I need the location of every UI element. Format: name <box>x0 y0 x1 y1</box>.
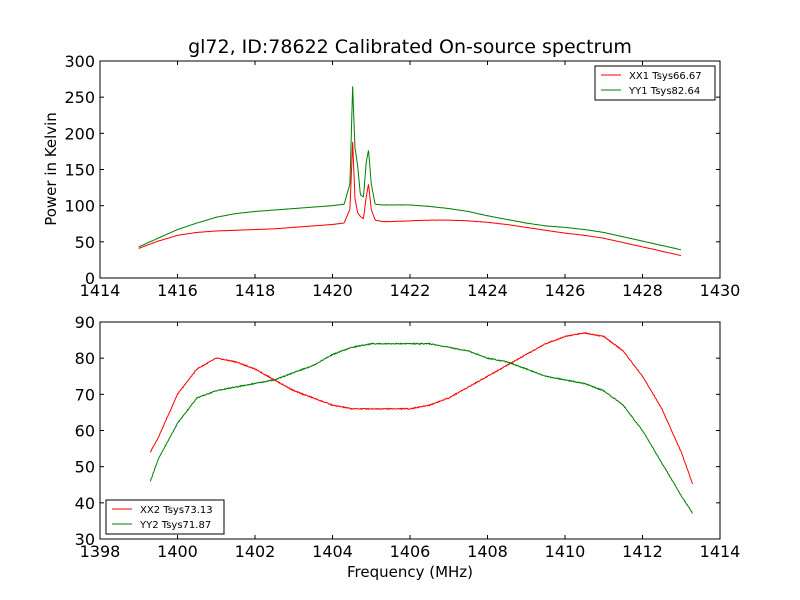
bottom-axes: 1398 1400 1402 1404 1406 1408 1410 1412 1414 30 40… <box>75 313 741 561</box>
legend-box <box>594 65 716 101</box>
x-tick-label: 1412 <box>622 542 663 561</box>
x-tick-label: 1404 <box>312 542 353 561</box>
x-axis-label: Frequency (MHz) <box>347 563 473 581</box>
x-tick-label: 1424 <box>467 281 508 300</box>
series-line-1 <box>138 142 682 256</box>
x-tick-label: 1398 <box>80 542 121 561</box>
y-tick-label: 40 <box>75 494 95 513</box>
y-tick-label: 60 <box>75 422 95 441</box>
series-line-2 <box>149 342 693 514</box>
x-tick-label: 1400 <box>157 542 198 561</box>
x-tick-label: 1418 <box>235 281 276 300</box>
x-tick-label: 1414 <box>700 542 741 561</box>
y-tick-label: 50 <box>75 233 95 252</box>
x-tick-label: 1416 <box>157 281 198 300</box>
x-tick-label: 1410 <box>545 542 586 561</box>
legend-box <box>105 499 225 535</box>
top-axes: 1414 1416 1418 1420 1422 1424 1426 1428 1430 0 50 1… <box>64 52 740 300</box>
y-tick-label: 250 <box>64 88 95 107</box>
y-tick-label: 70 <box>75 385 95 404</box>
x-tick-label: 1430 <box>700 281 741 300</box>
x-tick-label: 1426 <box>545 281 586 300</box>
x-tick-label: 1414 <box>80 281 121 300</box>
legend: XX1 Tsys66.67 YY1 Tsys82.64 <box>594 65 716 101</box>
y-tick-label: 100 <box>64 197 95 216</box>
x-tick-label: 1428 <box>622 281 663 300</box>
x-tick-label: 1406 <box>390 542 431 561</box>
y-tick-label: 150 <box>64 161 95 180</box>
y-tick-label: 200 <box>64 124 95 143</box>
y-tick-label: 80 <box>75 349 95 368</box>
chart-title: gl72, ID:78622 Calibrated On-source spec… <box>188 36 632 58</box>
legend-label-2: YY2 Tsys71.87 <box>139 520 211 531</box>
legend-label-2: YY1 Tsys82.64 <box>628 86 700 97</box>
x-tick-label: 1422 <box>390 281 431 300</box>
series-line-1 <box>149 331 694 485</box>
legend-label-1: XX1 Tsys66.67 <box>629 71 702 82</box>
y-tick-label: 30 <box>75 530 95 549</box>
y-axis-label: Power in Kelvin <box>42 112 60 226</box>
y-tick-label: 90 <box>75 313 95 332</box>
x-tick-label: 1402 <box>235 542 276 561</box>
legend-label-1: XX2 Tsys73.13 <box>140 505 213 516</box>
legend: XX2 Tsys73.13 YY2 Tsys71.87 <box>105 499 225 535</box>
x-tick-label: 1420 <box>312 281 353 300</box>
y-tick-label: 300 <box>64 52 95 71</box>
y-tick-label: 0 <box>85 269 95 288</box>
x-tick-label: 1408 <box>467 542 508 561</box>
y-tick-label: 50 <box>75 458 95 477</box>
series-line-2 <box>138 86 681 251</box>
